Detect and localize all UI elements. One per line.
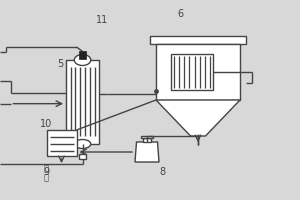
- Text: 10: 10: [40, 119, 52, 129]
- Polygon shape: [135, 142, 159, 162]
- Bar: [143, 138, 151, 142]
- Bar: [79, 51, 86, 59]
- Bar: [79, 154, 86, 159]
- Text: 11: 11: [96, 15, 108, 25]
- Text: 6: 6: [177, 9, 183, 19]
- Bar: [141, 136, 153, 138]
- Bar: [150, 36, 246, 44]
- Bar: [171, 54, 213, 90]
- Bar: [46, 130, 76, 156]
- Text: 5: 5: [57, 59, 63, 69]
- Ellipse shape: [74, 140, 91, 148]
- Polygon shape: [156, 100, 240, 136]
- Text: 8: 8: [159, 167, 165, 177]
- Text: 9: 9: [44, 167, 50, 177]
- Ellipse shape: [74, 54, 91, 66]
- Bar: [66, 60, 99, 144]
- Text: 污
泥: 污 泥: [44, 164, 49, 183]
- Bar: [156, 44, 240, 100]
